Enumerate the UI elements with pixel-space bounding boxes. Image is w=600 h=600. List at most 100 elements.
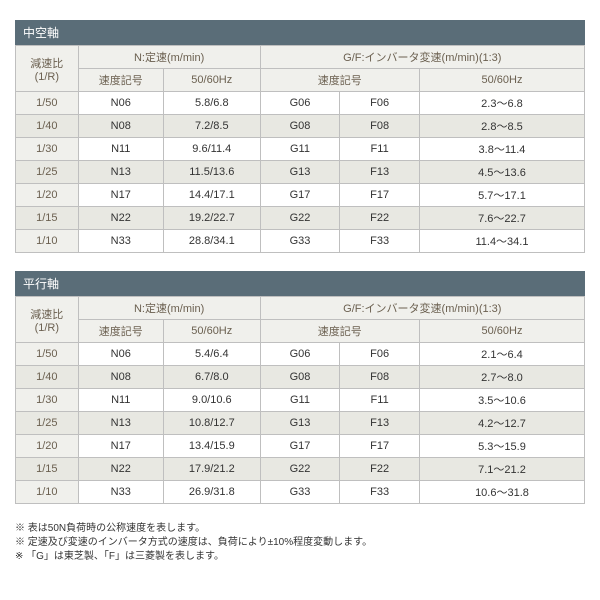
cell-ratio: 1/30: [16, 389, 79, 412]
footnote-line: ※ 表は50N負荷時の公称速度を表します。: [15, 522, 585, 536]
col-nset-header: N:定速(m/min): [78, 46, 260, 69]
cell-fcode: F33: [340, 481, 420, 504]
table-row: 1/25N1311.5/13.6G13F134.5～13.6: [16, 161, 585, 184]
cell-ratio: 1/25: [16, 412, 79, 435]
cell-ratio: 1/30: [16, 138, 79, 161]
cell-ratio: 1/15: [16, 458, 79, 481]
cell-gcode: G22: [260, 207, 340, 230]
table-row: 1/50N065.8/6.8G06F062.3～6.8: [16, 92, 585, 115]
cell-ratio: 1/40: [16, 366, 79, 389]
cell-fcode: F13: [340, 161, 420, 184]
cell-nvalue: 10.8/12.7: [163, 412, 260, 435]
cell-gfvalue: 2.7～8.0: [419, 366, 584, 389]
cell-fcode: F33: [340, 230, 420, 253]
col-speedmark-header: 速度記号: [78, 320, 163, 343]
table-section: 中空軸減速比(1/R)N:定速(m/min)G/F:インバータ変速(m/min)…: [15, 20, 585, 253]
cell-nvalue: 6.7/8.0: [163, 366, 260, 389]
table-section: 平行軸減速比(1/R)N:定速(m/min)G/F:インバータ変速(m/min)…: [15, 271, 585, 504]
cell-ratio: 1/40: [16, 115, 79, 138]
table-row: 1/20N1713.4/15.9G17F175.3～15.9: [16, 435, 585, 458]
cell-ncode: N17: [78, 184, 163, 207]
cell-fcode: F22: [340, 207, 420, 230]
cell-ratio: 1/20: [16, 184, 79, 207]
cell-fcode: F11: [340, 389, 420, 412]
cell-ncode: N06: [78, 343, 163, 366]
table-row: 1/10N3328.8/34.1G33F3311.4～34.1: [16, 230, 585, 253]
cell-gfvalue: 4.2～12.7: [419, 412, 584, 435]
footnotes: ※ 表は50N負荷時の公称速度を表します。※ 定速及び変速のインバータ方式の速度…: [15, 522, 585, 564]
cell-fcode: F06: [340, 92, 420, 115]
cell-ncode: N33: [78, 481, 163, 504]
table-row: 1/15N2217.9/21.2G22F227.1～21.2: [16, 458, 585, 481]
col-gf-header: G/F:インバータ変速(m/min)(1:3): [260, 46, 584, 69]
cell-nvalue: 17.9/21.2: [163, 458, 260, 481]
table-row: 1/15N2219.2/22.7G22F227.6～22.7: [16, 207, 585, 230]
cell-nvalue: 13.4/15.9: [163, 435, 260, 458]
cell-gfvalue: 2.3～6.8: [419, 92, 584, 115]
cell-gfvalue: 3.8～11.4: [419, 138, 584, 161]
table-row: 1/30N119.6/11.4G11F113.8～11.4: [16, 138, 585, 161]
cell-nvalue: 9.6/11.4: [163, 138, 260, 161]
col-ratio-header: 減速比(1/R): [16, 297, 79, 343]
cell-nvalue: 26.9/31.8: [163, 481, 260, 504]
cell-fcode: F22: [340, 458, 420, 481]
cell-ratio: 1/25: [16, 161, 79, 184]
table-row: 1/50N065.4/6.4G06F062.1～6.4: [16, 343, 585, 366]
table-row: 1/40N086.7/8.0G08F082.7～8.0: [16, 366, 585, 389]
table-row: 1/20N1714.4/17.1G17F175.7～17.1: [16, 184, 585, 207]
cell-gcode: G06: [260, 343, 340, 366]
cell-fcode: F08: [340, 115, 420, 138]
cell-ncode: N11: [78, 389, 163, 412]
speed-table: 減速比(1/R)N:定速(m/min)G/F:インバータ変速(m/min)(1:…: [15, 45, 585, 253]
section-title: 平行軸: [15, 271, 585, 296]
cell-gcode: G17: [260, 184, 340, 207]
cell-fcode: F08: [340, 366, 420, 389]
cell-gfvalue: 5.7～17.1: [419, 184, 584, 207]
cell-ratio: 1/20: [16, 435, 79, 458]
cell-ncode: N22: [78, 458, 163, 481]
footnote-line: ※ 「G」は東芝製、「F」は三菱製を表します。: [15, 550, 585, 564]
col-speedmark-header: 速度記号: [78, 69, 163, 92]
cell-gcode: G33: [260, 481, 340, 504]
col-5060-header: 50/60Hz: [419, 69, 584, 92]
col-gf-header: G/F:インバータ変速(m/min)(1:3): [260, 297, 584, 320]
cell-gfvalue: 2.1～6.4: [419, 343, 584, 366]
cell-ncode: N22: [78, 207, 163, 230]
speed-table: 減速比(1/R)N:定速(m/min)G/F:インバータ変速(m/min)(1:…: [15, 296, 585, 504]
cell-ncode: N13: [78, 412, 163, 435]
cell-ratio: 1/10: [16, 230, 79, 253]
cell-nvalue: 5.8/6.8: [163, 92, 260, 115]
cell-fcode: F17: [340, 435, 420, 458]
cell-gfvalue: 7.1～21.2: [419, 458, 584, 481]
cell-ncode: N33: [78, 230, 163, 253]
cell-fcode: F13: [340, 412, 420, 435]
cell-nvalue: 28.8/34.1: [163, 230, 260, 253]
cell-ratio: 1/50: [16, 92, 79, 115]
cell-gcode: G13: [260, 161, 340, 184]
section-title: 中空軸: [15, 20, 585, 45]
cell-gfvalue: 3.5～10.6: [419, 389, 584, 412]
cell-gcode: G11: [260, 138, 340, 161]
cell-nvalue: 7.2/8.5: [163, 115, 260, 138]
col-nset-header: N:定速(m/min): [78, 297, 260, 320]
col-5060-header: 50/60Hz: [419, 320, 584, 343]
cell-gcode: G08: [260, 115, 340, 138]
col-ratio-header: 減速比(1/R): [16, 46, 79, 92]
col-5060-header: 50/60Hz: [163, 69, 260, 92]
cell-ncode: N11: [78, 138, 163, 161]
cell-gcode: G11: [260, 389, 340, 412]
cell-gcode: G08: [260, 366, 340, 389]
cell-gcode: G17: [260, 435, 340, 458]
cell-gfvalue: 2.8～8.5: [419, 115, 584, 138]
cell-nvalue: 14.4/17.1: [163, 184, 260, 207]
cell-ratio: 1/10: [16, 481, 79, 504]
cell-gcode: G13: [260, 412, 340, 435]
cell-ratio: 1/15: [16, 207, 79, 230]
cell-ncode: N13: [78, 161, 163, 184]
cell-fcode: F11: [340, 138, 420, 161]
col-speedmark-header: 速度記号: [260, 320, 419, 343]
cell-fcode: F17: [340, 184, 420, 207]
cell-ncode: N17: [78, 435, 163, 458]
cell-nvalue: 11.5/13.6: [163, 161, 260, 184]
cell-ncode: N06: [78, 92, 163, 115]
